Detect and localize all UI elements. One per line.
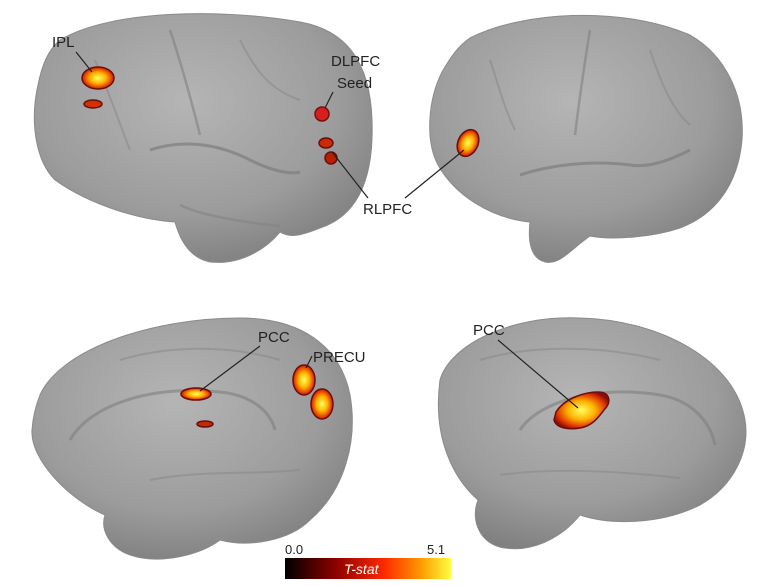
right-lateral-fold [649, 49, 691, 126]
right-lateral-hemisphere [429, 14, 743, 263]
label-ipl: IPL [52, 34, 75, 51]
label-seed: Seed [337, 75, 372, 92]
label-pcc-right: PCC [473, 322, 505, 339]
label-precu: PRECU [313, 349, 366, 366]
activation-precu [292, 364, 316, 396]
label-dlpfc: DLPFC [331, 53, 380, 70]
right-lateral-sulcus [519, 148, 691, 177]
right-medial-corpus-callosum [518, 390, 717, 446]
leader-line-rlpfc-left [331, 151, 369, 199]
colorbar-gradient [285, 558, 451, 579]
activation-pcc-left-small [196, 420, 214, 428]
left-lateral-fold [239, 39, 301, 101]
right-lateral-fold [489, 59, 516, 131]
label-rlpfc: RLPFC [363, 201, 412, 218]
activation-rlpfc-right [456, 128, 480, 158]
leader-line-ipl [75, 51, 93, 73]
leader-lines [75, 51, 579, 409]
leader-line-precu [305, 355, 313, 369]
right-lateral-surface [429, 14, 743, 263]
left-lateral-central-sulcus [168, 29, 202, 136]
activation-pcc-left [180, 387, 212, 401]
left-lateral-temporal-fold [179, 203, 281, 228]
activation-ipl [81, 66, 115, 90]
activation-pcc-right [553, 391, 610, 430]
colorbar-max-label: 5.1 [427, 542, 445, 557]
leader-line-pcc-right [497, 339, 579, 409]
activation-rlpfc-left-lower [324, 151, 338, 165]
left-lateral-hemisphere [33, 13, 373, 263]
activation-precu-lower [310, 388, 334, 420]
colorbar-title: T-stat [344, 561, 380, 577]
left-medial-fold [119, 347, 281, 361]
activation-rlpfc-left [318, 137, 334, 149]
leader-line-pcc-left [199, 345, 261, 392]
left-medial-hemisphere [31, 317, 353, 560]
left-lateral-sulcus [149, 142, 301, 175]
left-lateral-surface [33, 13, 373, 263]
seed-marker [314, 106, 330, 122]
right-medial-surface [437, 317, 747, 550]
left-medial-surface [31, 317, 353, 560]
leader-line-rlpfc-right [404, 149, 465, 199]
right-medial-hemisphere [437, 317, 747, 550]
right-medial-fold [479, 347, 661, 361]
right-lateral-central-sulcus [573, 29, 592, 136]
leader-line-seed [324, 91, 334, 109]
colorbar: 0.0 5.1 T-stat [285, 542, 451, 579]
activation-ipl-lower [83, 99, 103, 109]
label-pcc-left: PCC [258, 329, 290, 346]
colorbar-min-label: 0.0 [285, 542, 303, 557]
left-medial-fold [149, 469, 301, 481]
right-medial-fold [499, 469, 681, 479]
